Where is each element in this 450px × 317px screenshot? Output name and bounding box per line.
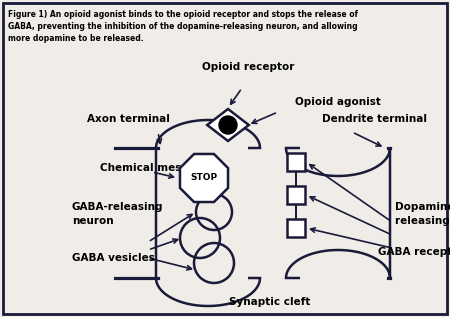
Bar	[287, 153, 305, 171]
Text: Dopamine-
releasing neuron: Dopamine- releasing neuron	[395, 202, 450, 226]
Text: Figure 1) An opioid agonist binds to the opioid receptor and stops the release o: Figure 1) An opioid agonist binds to the…	[8, 10, 358, 42]
Text: Opioid receptor: Opioid receptor	[202, 62, 294, 72]
Text: STOP: STOP	[190, 173, 217, 183]
Text: Chemical message: Chemical message	[100, 163, 209, 173]
Text: GABA receptors: GABA receptors	[378, 247, 450, 257]
Text: Synaptic cleft: Synaptic cleft	[230, 297, 310, 307]
Polygon shape	[207, 109, 249, 141]
Text: Axon terminal: Axon terminal	[86, 114, 170, 124]
Circle shape	[219, 116, 237, 134]
Bar	[287, 219, 305, 237]
Text: GABA vesicles: GABA vesicles	[72, 253, 155, 263]
Text: GABA-releasing
neuron: GABA-releasing neuron	[72, 202, 163, 226]
Text: Dendrite terminal: Dendrite terminal	[323, 114, 428, 124]
Text: Opioid agonist: Opioid agonist	[295, 97, 381, 107]
Bar	[287, 186, 305, 204]
Polygon shape	[180, 154, 228, 202]
